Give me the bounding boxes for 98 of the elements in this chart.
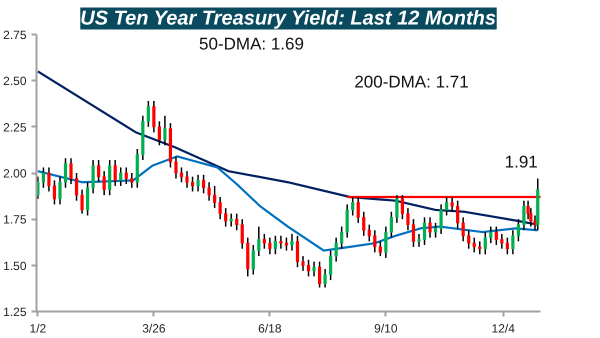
y-tick-label: 1.25: [3, 305, 27, 319]
candlestick: [190, 176, 194, 192]
candlestick: [114, 159, 117, 187]
candlestick: [462, 216, 465, 242]
candlestick: [218, 196, 222, 220]
candlestick: [373, 229, 376, 254]
candlestick: [274, 235, 277, 256]
candlestick: [445, 196, 448, 216]
candlestick: [506, 236, 509, 256]
candlestick: [58, 176, 62, 206]
candlestick: [340, 226, 344, 250]
x-tick-label: 3/26: [142, 322, 166, 336]
candlestick: [69, 157, 73, 185]
candlestick: [296, 235, 300, 268]
candlestick: [368, 224, 371, 242]
candlestick: [417, 233, 421, 248]
annotation: 50-DMA: 1.69: [199, 34, 304, 54]
candlestick: [312, 260, 316, 278]
candlestick: [422, 216, 426, 246]
candlestick: [208, 181, 211, 202]
annotation: 1.91: [504, 152, 538, 172]
candlestick: [511, 229, 514, 256]
candlestick: [163, 115, 167, 146]
candlestick: [86, 181, 90, 216]
candlestick: [301, 255, 305, 272]
chart-title: US Ten Year Treasury Yield: Last 12 Months: [80, 8, 496, 30]
annotation: 200-DMA: 1.71: [354, 72, 469, 92]
candlestick: [362, 211, 366, 237]
candlestick: [500, 233, 504, 250]
candlestick: [42, 166, 46, 189]
candlestick: [240, 218, 244, 250]
candlestick: [428, 216, 432, 238]
candlestick: [124, 166, 128, 185]
candlestick: [224, 207, 228, 228]
candlestick: [351, 196, 354, 216]
candlestick: [262, 233, 266, 250]
candlestick: [484, 231, 487, 256]
y-tick-label: 2.25: [3, 120, 27, 134]
candlestick: [64, 157, 68, 189]
candlestick: [279, 235, 283, 250]
candlestick: [306, 259, 310, 278]
candlestick: [174, 156, 178, 180]
candlestick: [47, 166, 51, 192]
candlestick: [230, 212, 233, 228]
candlestick: [152, 100, 156, 134]
candlestick: [406, 207, 410, 231]
x-tick-label: 1/2: [30, 322, 47, 336]
candlestick: [456, 200, 460, 230]
candlestick: [202, 174, 206, 194]
candlestick: [390, 211, 393, 238]
candlestick: [522, 200, 526, 231]
candlestick: [412, 218, 416, 248]
y-tick-label: 2.75: [3, 28, 27, 42]
candlestick: [334, 236, 338, 262]
candlestick: [52, 180, 56, 206]
candlestick: [235, 212, 238, 231]
candlestick: [329, 250, 332, 281]
y-tick-label: 2.50: [3, 74, 27, 88]
line-series: [36, 155, 539, 252]
line-series: [36, 70, 539, 226]
candlestick: [284, 236, 288, 252]
candlestick: [158, 120, 161, 146]
candlestick: [252, 244, 255, 276]
candlestick: [185, 170, 189, 189]
candlestick: [516, 218, 520, 242]
candlestick: [384, 226, 388, 259]
y-tick-label: 1.75: [3, 212, 27, 227]
candlestick: [213, 185, 216, 209]
candlestick: [146, 100, 150, 128]
candlestick: [478, 240, 482, 256]
candlestick: [80, 188, 84, 214]
x-tick-label: 6/18: [258, 322, 282, 336]
candlestick: [434, 222, 438, 238]
candlestick: [472, 236, 476, 254]
candlestick: [378, 240, 382, 257]
y-tick-label: 1.50: [3, 258, 27, 273]
candlestick: [323, 268, 327, 288]
candlestick: [467, 229, 470, 250]
x-tick-label: 9/10: [374, 322, 398, 336]
candlestick: [92, 159, 95, 194]
candlestick: [119, 166, 122, 187]
candlestick: [346, 204, 349, 238]
candlestick: [318, 260, 322, 288]
y-tick-label: 2.00: [3, 166, 27, 180]
x-tick-label: 12/4: [492, 322, 516, 336]
candlestick: [180, 166, 184, 183]
candlestick: [102, 170, 106, 196]
candlestick: [268, 236, 272, 256]
candlestick: [130, 172, 134, 189]
candlestick: [439, 204, 443, 235]
candlestick: [97, 159, 100, 183]
candlestick: [196, 174, 200, 192]
candlestick: [257, 226, 260, 257]
candlestick: [494, 226, 498, 246]
candlestick: [395, 194, 398, 224]
candlestick: [290, 233, 294, 252]
candlestick: [74, 172, 78, 202]
candlestick: [489, 226, 492, 244]
